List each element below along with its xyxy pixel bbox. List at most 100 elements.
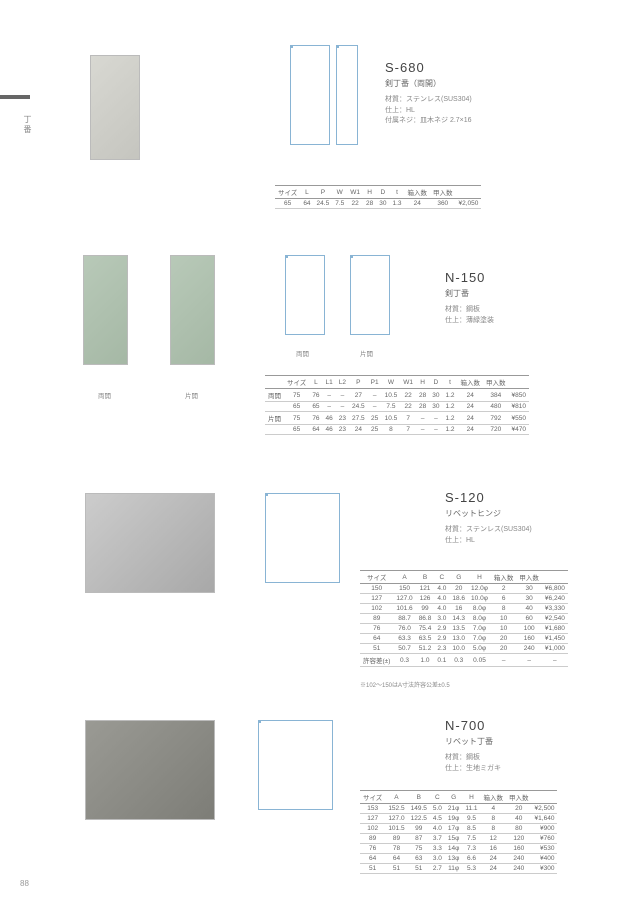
product-s120-info: S-120 リベットヒンジ 材質：ステンレス(SUS304) 仕上：HL bbox=[445, 490, 532, 546]
cell: 6.6 bbox=[462, 854, 480, 864]
cell: ¥530 bbox=[532, 844, 558, 854]
cell: 24 bbox=[481, 854, 507, 864]
cell: 6 bbox=[491, 594, 517, 604]
table-row: 片開7576462327.52510.57––1.224792¥550 bbox=[265, 412, 529, 425]
col-header: サイズ bbox=[275, 186, 300, 199]
cell: 13φ bbox=[445, 854, 462, 864]
col-header: W bbox=[332, 186, 347, 199]
cell: 2.7 bbox=[430, 864, 445, 874]
cell: ¥810 bbox=[509, 402, 529, 412]
product-code: N-150 bbox=[445, 270, 494, 285]
col-header: W1 bbox=[400, 376, 416, 389]
table-row: 656424.57.52228301.324360¥2,050 bbox=[275, 199, 481, 209]
cell: 23 bbox=[336, 412, 349, 425]
cell: – bbox=[336, 389, 349, 402]
cell: 20 bbox=[506, 804, 532, 814]
cell: 0.3 bbox=[393, 654, 415, 667]
cell: 64 bbox=[309, 425, 322, 435]
cell: 149.5 bbox=[408, 804, 430, 814]
cell: 64 bbox=[360, 634, 393, 644]
cell: ¥470 bbox=[509, 425, 529, 435]
cell: 7 bbox=[400, 425, 416, 435]
cell: 0.1 bbox=[434, 654, 449, 667]
cell: 14φ bbox=[445, 844, 462, 854]
cell: 20 bbox=[449, 584, 468, 594]
cell: 80 bbox=[506, 824, 532, 834]
col-header: D bbox=[376, 186, 389, 199]
cell: ¥1,450 bbox=[542, 634, 568, 644]
cell: 102 bbox=[360, 824, 385, 834]
cell: 30 bbox=[429, 402, 442, 412]
spec-line: 仕上：HL bbox=[385, 106, 472, 117]
product-photo-s120 bbox=[85, 493, 215, 593]
col-header: A bbox=[385, 791, 407, 804]
cell: 7.3 bbox=[462, 844, 480, 854]
spec-line: 材質：鋼板 bbox=[445, 305, 494, 316]
cell: 3.7 bbox=[430, 834, 445, 844]
cell bbox=[265, 402, 284, 412]
col-header bbox=[542, 571, 568, 584]
spec-line: 付属ネジ：皿木ネジ 2.7×16 bbox=[385, 116, 472, 127]
cell: – bbox=[416, 425, 429, 435]
col-header: H bbox=[416, 376, 429, 389]
cell: 120 bbox=[506, 834, 532, 844]
cell: 1.2 bbox=[443, 412, 458, 425]
cell: 63.3 bbox=[393, 634, 415, 644]
cell: 153 bbox=[360, 804, 385, 814]
col-header: B bbox=[408, 791, 430, 804]
page-number: 88 bbox=[20, 879, 29, 888]
cell: 100 bbox=[516, 624, 542, 634]
product-photo-n150-a bbox=[83, 255, 128, 365]
cell: 20 bbox=[491, 644, 517, 654]
cell: 127 bbox=[360, 594, 393, 604]
cell: 4.5 bbox=[430, 814, 445, 824]
cell: 75 bbox=[408, 844, 430, 854]
cell: 28 bbox=[363, 199, 376, 209]
cell: 14.3 bbox=[449, 614, 468, 624]
col-header: L1 bbox=[323, 376, 336, 389]
cell: 40 bbox=[506, 814, 532, 824]
cell: 51.2 bbox=[416, 644, 435, 654]
cell: 16 bbox=[481, 844, 507, 854]
cell: 46 bbox=[323, 412, 336, 425]
cell: ¥1,640 bbox=[532, 814, 558, 824]
tech-drawing-n150-1 bbox=[285, 255, 325, 335]
col-header: G bbox=[449, 571, 468, 584]
cell: – bbox=[491, 654, 517, 667]
cell: 0.3 bbox=[449, 654, 468, 667]
cell: – bbox=[429, 425, 442, 435]
cell: 60 bbox=[516, 614, 542, 624]
cell: 10.5 bbox=[382, 389, 401, 402]
cell: 18.6 bbox=[449, 594, 468, 604]
cell: 150 bbox=[393, 584, 415, 594]
table-row: 7678753.314φ7.316160¥530 bbox=[360, 844, 557, 854]
cell: 30 bbox=[516, 594, 542, 604]
cell: 1.2 bbox=[443, 425, 458, 435]
cell: – bbox=[336, 402, 349, 412]
product-code: N-700 bbox=[445, 718, 501, 733]
footnote: ※102～150はA寸法許容公差±0.5 bbox=[360, 680, 450, 689]
cell: ¥6,800 bbox=[542, 584, 568, 594]
table-row: 153152.5149.55.021φ11.1420¥2,500 bbox=[360, 804, 557, 814]
cell: 63.5 bbox=[416, 634, 435, 644]
cell: 19φ bbox=[445, 814, 462, 824]
col-header: H bbox=[468, 571, 491, 584]
cell: 63 bbox=[408, 854, 430, 864]
cell: 88.7 bbox=[393, 614, 415, 624]
cell: 152.5 bbox=[385, 804, 407, 814]
cell: 2.9 bbox=[434, 624, 449, 634]
cell: 384 bbox=[483, 389, 509, 402]
cell: 10.5 bbox=[382, 412, 401, 425]
cell: 160 bbox=[506, 844, 532, 854]
cell: 76 bbox=[360, 624, 393, 634]
cell: 13.5 bbox=[449, 624, 468, 634]
cell: 25 bbox=[368, 425, 382, 435]
spec-line: 材質：ステンレス(SUS304) bbox=[445, 525, 532, 536]
cell: 24 bbox=[458, 425, 484, 435]
cell: 22 bbox=[347, 199, 363, 209]
cell: 2.9 bbox=[434, 634, 449, 644]
cell: 76.0 bbox=[393, 624, 415, 634]
cell: 許容差(±) bbox=[360, 654, 393, 667]
cell: 75 bbox=[284, 412, 309, 425]
cell: ¥6,240 bbox=[542, 594, 568, 604]
